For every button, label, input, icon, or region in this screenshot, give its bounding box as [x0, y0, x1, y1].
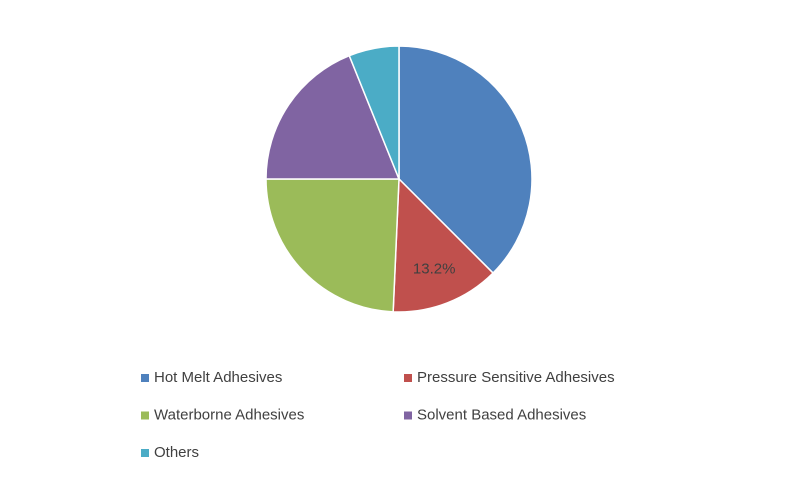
legend-swatch [404, 411, 412, 420]
data-label: 13.2% [413, 260, 456, 277]
legend-swatch [141, 449, 149, 457]
pie-slice [392, 177, 495, 313]
legend-label: Others [154, 444, 199, 461]
legend-label: Solvent Based Adhesives [417, 406, 586, 423]
pie-slice [265, 54, 401, 180]
pie-slice [398, 45, 533, 275]
legend-swatch [141, 374, 149, 382]
legend-label: Pressure Sensitive Adhesives [417, 369, 615, 386]
legend-label: Hot Melt Adhesives [154, 369, 282, 386]
legend-label: Waterborne Adhesives [154, 406, 304, 423]
legend-swatch [404, 374, 412, 382]
pie-slice [265, 178, 400, 313]
legend-swatch [141, 411, 149, 420]
pie-slice [348, 45, 400, 180]
